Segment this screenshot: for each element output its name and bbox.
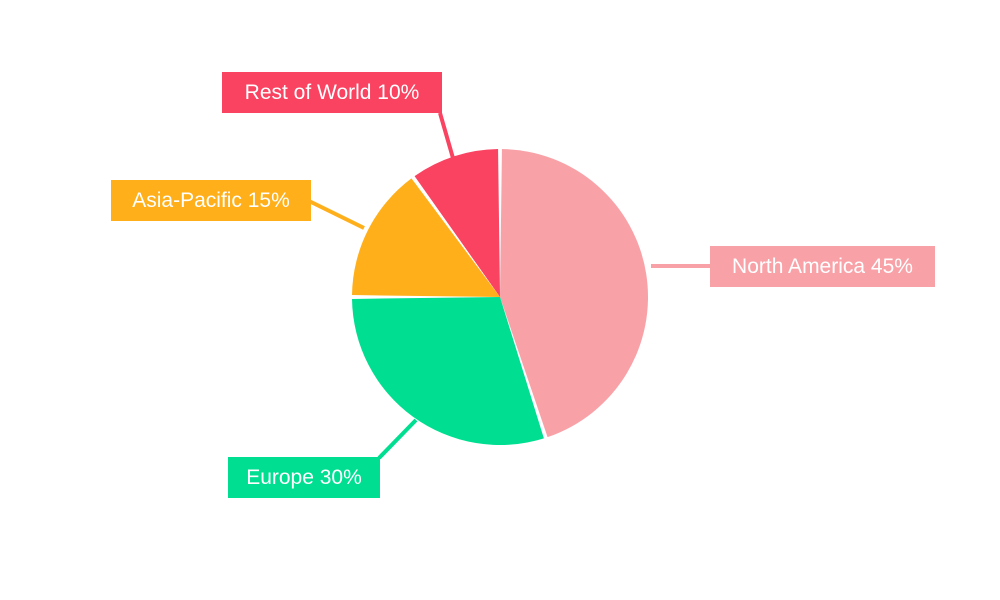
callout-label-text: North America 45%: [732, 255, 913, 278]
leader-lines-group: [308, 112, 712, 460]
pie-slice-north-america[interactable]: North America 45%: [500, 149, 649, 438]
leader-line-rest-of-world: [438, 112, 459, 173]
callout-label-north-america[interactable]: North America 45%: [710, 246, 935, 287]
callout-label-rest-of-world[interactable]: Rest of World 10%: [222, 72, 442, 113]
pie-slice-europe[interactable]: Europe 30%: [352, 297, 544, 445]
pie-slice-asia-pacific[interactable]: Asia-Pacific 15%: [352, 178, 500, 297]
callout-label-text: Europe 30%: [246, 466, 362, 489]
leader-line-asia-pacific: [308, 199, 365, 230]
callout-label-asia-pacific[interactable]: Asia-Pacific 15%: [111, 180, 311, 221]
callout-label-text: Rest of World 10%: [244, 81, 420, 104]
callout-label-europe[interactable]: Europe 30%: [228, 457, 380, 498]
leader-line-europe: [377, 418, 418, 460]
callout-label-text: Asia-Pacific 15%: [132, 189, 290, 212]
pie-slice-rest-of-world[interactable]: Rest of World 10%: [414, 149, 500, 297]
pie-slices-group: North America 45%Europe 30%Asia-Pacific …: [352, 149, 649, 445]
